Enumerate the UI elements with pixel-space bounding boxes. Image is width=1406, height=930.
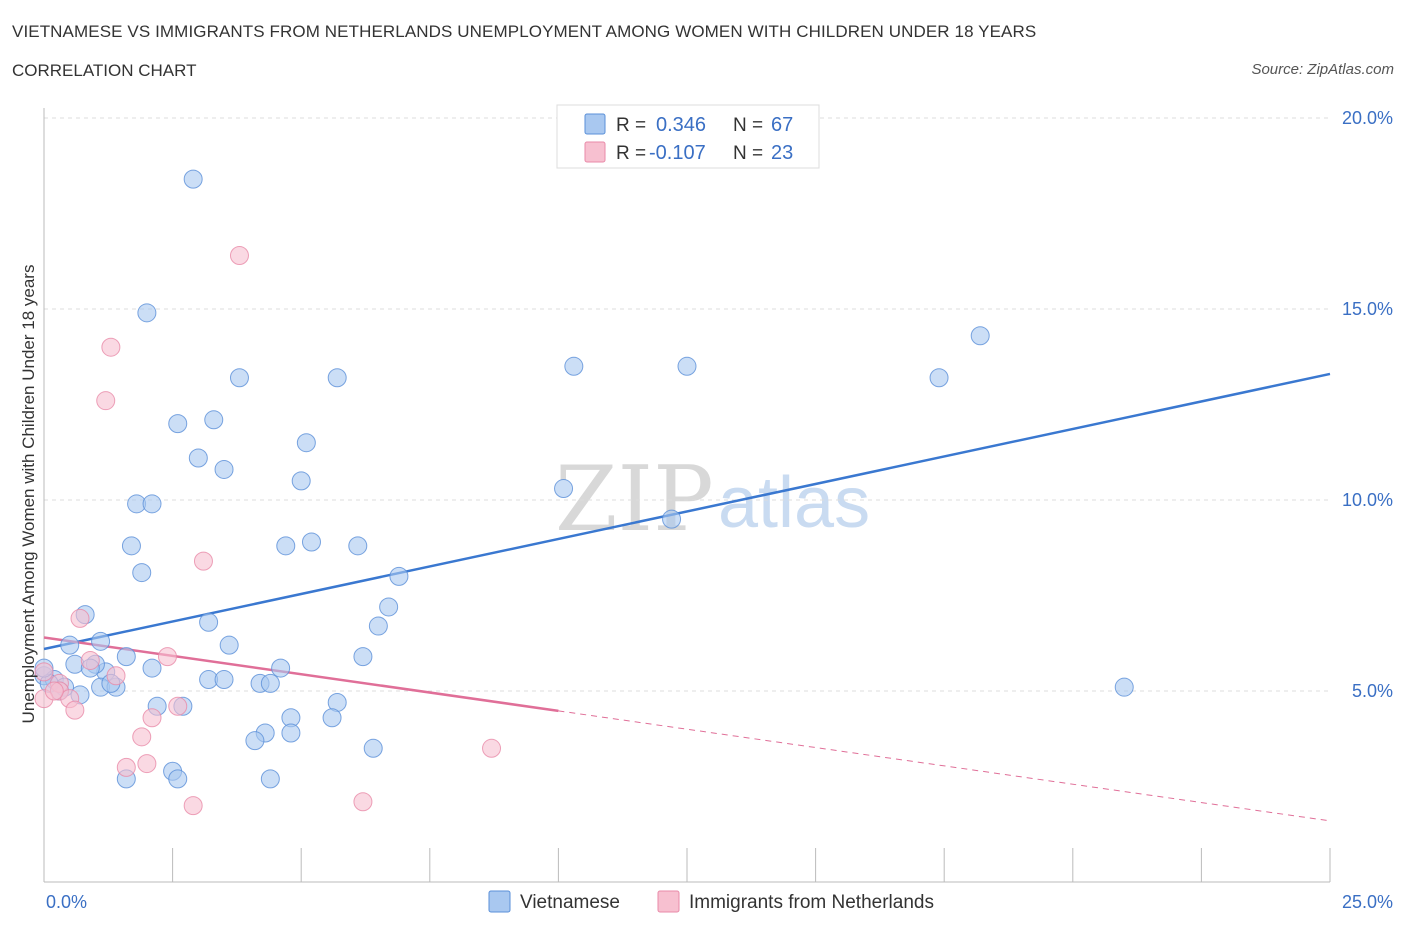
- point-vietnamese: [281, 723, 301, 743]
- y-tick-label: 20.0%: [1342, 108, 1393, 128]
- point-vietnamese: [564, 356, 584, 376]
- y-tick-label: 10.0%: [1342, 490, 1393, 510]
- point-vietnamese: [271, 658, 291, 678]
- source-label: Source: ZipAtlas.com: [1251, 61, 1394, 78]
- point-netherlands: [193, 551, 213, 571]
- chart-title: VIETNAMESE VS IMMIGRANTS FROM NETHERLAND…: [12, 22, 1037, 41]
- point-vietnamese: [219, 635, 239, 655]
- point-netherlands: [157, 647, 177, 667]
- point-vietnamese: [327, 368, 347, 388]
- point-netherlands: [168, 696, 188, 716]
- point-vietnamese: [116, 647, 136, 667]
- point-vietnamese: [168, 769, 188, 789]
- trend-line-vietnamese: [43, 372, 1331, 651]
- point-netherlands: [44, 681, 64, 701]
- point-vietnamese: [137, 303, 157, 323]
- x-tick-label-right: 25.0%: [1342, 892, 1393, 912]
- y-tick-label: 15.0%: [1342, 299, 1393, 319]
- point-vietnamese: [132, 563, 152, 583]
- point-vietnamese: [91, 631, 111, 651]
- point-netherlands: [353, 792, 373, 812]
- axes: [43, 108, 1331, 883]
- point-vietnamese: [1114, 677, 1134, 697]
- bottom-legend-swatch-vietnamese: [488, 890, 511, 913]
- point-vietnamese: [142, 494, 162, 514]
- legend-r-value: 0.346: [656, 114, 706, 136]
- point-vietnamese: [322, 708, 342, 728]
- point-netherlands: [137, 754, 157, 774]
- trend-lines: [43, 372, 1331, 822]
- point-netherlands: [482, 738, 502, 758]
- trend-line-netherlands-extrapolated: [558, 710, 1331, 822]
- legend-n-value: 23: [771, 142, 793, 164]
- stats-legend: R = 0.346 N = 67 R = -0.107 N = 23: [556, 104, 820, 169]
- point-vietnamese: [348, 536, 368, 556]
- point-netherlands: [183, 796, 203, 816]
- watermark-atlas: atlas: [718, 463, 870, 543]
- point-vietnamese: [389, 566, 409, 586]
- point-vietnamese: [301, 532, 321, 552]
- point-vietnamese: [970, 326, 990, 346]
- point-vietnamese: [260, 769, 280, 789]
- point-vietnamese: [121, 536, 141, 556]
- legend-r-value: -0.107: [649, 142, 706, 164]
- bottom-legend-swatch-netherlands: [657, 890, 680, 913]
- point-vietnamese: [554, 479, 574, 499]
- chart-subtitle: CORRELATION CHART: [12, 61, 197, 80]
- point-netherlands: [142, 708, 162, 728]
- point-vietnamese: [168, 414, 188, 434]
- data-points: [34, 169, 1134, 816]
- point-vietnamese: [245, 731, 265, 751]
- y-axis-label: Unemployment Among Women with Children U…: [19, 265, 38, 724]
- point-vietnamese: [229, 368, 249, 388]
- point-vietnamese: [204, 410, 224, 430]
- y-tick-label: 5.0%: [1352, 681, 1393, 701]
- legend-n-label: N =: [733, 143, 763, 164]
- point-vietnamese: [276, 536, 296, 556]
- point-vietnamese: [929, 368, 949, 388]
- legend-r-label: R =: [616, 143, 646, 164]
- point-vietnamese: [199, 612, 219, 632]
- point-vietnamese: [142, 658, 162, 678]
- point-netherlands: [101, 337, 121, 357]
- point-netherlands: [70, 608, 90, 628]
- point-netherlands: [132, 727, 152, 747]
- legend-swatch-netherlands: [584, 141, 606, 163]
- point-netherlands: [65, 700, 85, 720]
- point-vietnamese: [60, 635, 80, 655]
- point-netherlands: [80, 650, 100, 670]
- bottom-legend-label-vietnamese: Vietnamese: [520, 892, 620, 913]
- point-vietnamese: [214, 459, 234, 479]
- x-tick-label-left: 0.0%: [46, 892, 87, 912]
- point-netherlands: [34, 662, 54, 682]
- point-vietnamese: [379, 597, 399, 617]
- point-netherlands: [106, 666, 126, 686]
- point-netherlands: [116, 757, 136, 777]
- legend-swatch-vietnamese: [584, 113, 606, 135]
- point-vietnamese: [183, 169, 203, 189]
- grid: 5.0% 10.0% 15.0% 20.0%: [44, 108, 1393, 701]
- point-netherlands: [96, 391, 116, 411]
- legend-n-value: 67: [771, 114, 793, 136]
- point-netherlands: [229, 246, 249, 266]
- point-vietnamese: [363, 738, 383, 758]
- watermark-zip: ZIP: [555, 447, 714, 552]
- point-vietnamese: [662, 509, 682, 529]
- point-vietnamese: [677, 356, 697, 376]
- point-vietnamese: [368, 616, 388, 636]
- legend-r-label: R =: [616, 115, 646, 136]
- point-vietnamese: [188, 448, 208, 468]
- point-vietnamese: [296, 433, 316, 453]
- legend-n-label: N =: [733, 115, 763, 136]
- point-vietnamese: [291, 471, 311, 491]
- point-vietnamese: [353, 647, 373, 667]
- point-vietnamese: [214, 670, 234, 690]
- point-vietnamese: [260, 673, 280, 693]
- bottom-legend-label-netherlands: Immigrants from Netherlands: [689, 892, 934, 913]
- series-legend: Vietnamese Immigrants from Netherlands: [488, 890, 934, 913]
